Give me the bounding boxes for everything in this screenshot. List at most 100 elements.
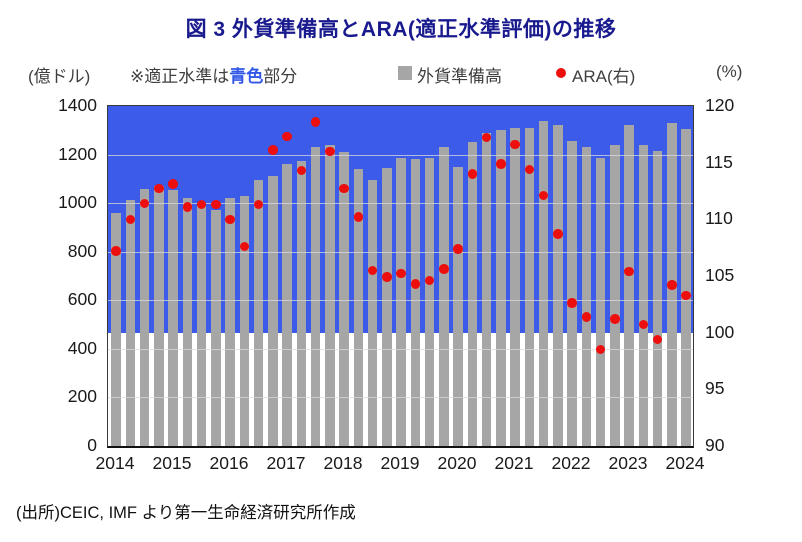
reserve-bar [410,159,420,446]
x-axis-year-label: 2020 [437,453,477,473]
reserve-bar [496,130,506,446]
ara-dot [296,165,306,176]
right-axis-tick-label: 100 [705,321,735,342]
reserve-bar [382,167,392,446]
ara-dot [268,145,278,155]
right-axis-tick-label: 90 [705,435,725,455]
chart-title: 図 3 外貨準備高とARA(適正水準評価)の推移 [185,18,617,41]
reserve-bar [139,188,150,446]
reserve-bar [439,147,449,446]
left-axis-tick-label: 400 [67,337,97,358]
note-highlight: 青色 [229,67,264,86]
ara-dot [638,319,648,330]
x-axis-year-label: 2014 [95,453,135,473]
reserve-bar [424,158,435,446]
reserve-bar [538,120,549,446]
right-axis-tick-label: 120 [705,95,735,115]
ara-dot [481,132,492,143]
reserve-bar [453,166,463,446]
ara-dot [610,314,620,324]
grid-line [108,397,693,399]
ara-dot [467,169,477,179]
reserve-bar [268,176,278,446]
left-axis-tick-label: 600 [67,289,97,310]
ara-dot [154,183,164,194]
reserve-bar [367,180,378,446]
grid-line [108,300,693,302]
grid-line [108,203,693,205]
reserve-bar [510,127,520,446]
right-axis-unit-label: (%) [716,62,743,81]
ara-dot [538,190,549,201]
ara-dot [367,265,378,276]
x-axis-year-label: 2015 [152,453,192,473]
reserve-bar [610,144,620,446]
reserve-bar [154,186,164,446]
right-axis-tick-label: 115 [705,151,733,172]
reserve-bar [111,212,121,446]
left-axis-tick-label: 200 [67,386,97,407]
reserve-bar [681,129,691,446]
ara-dot [125,214,135,225]
reserve-bar [652,150,663,446]
ara-dot [524,164,534,175]
reserve-bar [310,147,321,446]
grid-line [108,348,693,350]
right-axis-tick-label: 110 [705,208,733,229]
reserve-bar [339,152,349,446]
ara-dot [239,241,249,252]
reserve-bar [239,195,249,446]
ara-dot [325,146,335,157]
x-axis-year-label: 2017 [266,453,306,473]
ara-dot [382,272,392,282]
ara-dot [667,280,677,290]
ara-dot [182,202,192,212]
reserve-bar [481,132,492,446]
reserve-bar [595,158,606,446]
left-axis-tick-label: 1000 [58,192,97,213]
ara-dot [396,268,406,279]
left-axis-tick-label: 1200 [58,143,97,164]
ara-legend-dot-icon [556,68,566,78]
reserve-bar [125,199,135,446]
reserve-bar [182,198,192,446]
x-axis-year-label: 2021 [494,453,534,473]
ara-dot [225,214,235,225]
reserve-bar [282,164,292,446]
ara-dot [553,229,563,239]
x-axis-year-label: 2023 [608,453,648,473]
reserves-legend-swatch-icon [398,66,412,80]
grid-line [108,251,693,253]
reserve-bar [624,125,634,446]
ara-dot [211,199,221,210]
reserve-bar [581,147,591,446]
reserve-bar [325,144,335,446]
left-axis-tick-label: 0 [87,435,97,455]
ara-legend-label: ARA(右) [572,67,636,86]
reserve-bar [567,141,577,446]
adequate-zone-note: ※適正水準は青色部分 [130,62,297,87]
reserve-bar [396,158,406,446]
x-axis-year-label: 2022 [551,453,591,473]
note-prefix: ※適正水準は [130,67,230,86]
ara-dot [595,344,606,355]
reserve-bar [296,160,306,446]
ara-dot [453,244,463,254]
left-axis-tick-label: 800 [67,240,97,261]
ara-dot [496,159,506,169]
ara-dot [424,275,435,286]
ara-dot [681,290,691,301]
right-axis-tick-label: 95 [705,378,725,399]
ara-dot [410,279,420,289]
reserve-bar [638,144,648,446]
reserve-bar [524,127,534,446]
plot-area [107,105,694,448]
ara-dot [253,199,264,210]
ara-dot [581,312,591,322]
ara-dot [510,139,520,150]
ara-dot [652,334,663,345]
grid-line [108,154,693,156]
x-axis-year-label: 2016 [209,453,249,473]
source-note: (出所)CEIC, IMF より第一生命経済研究所作成 [16,504,356,522]
